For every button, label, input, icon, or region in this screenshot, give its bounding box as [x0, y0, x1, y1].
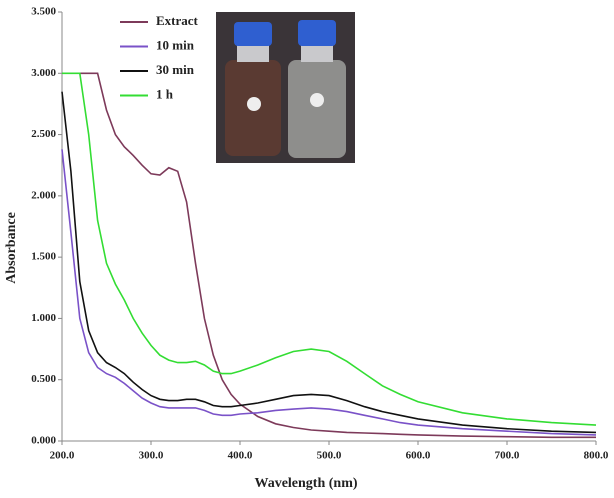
y-tick-label: 3.000 — [31, 67, 56, 79]
x-tick-label: 700.0 — [495, 450, 520, 462]
x-axis-label: Wavelength (nm) — [254, 476, 357, 491]
legend-label: 10 min — [156, 37, 195, 52]
x-tick-label: 500.0 — [317, 450, 342, 462]
y-tick-label: 2.000 — [31, 189, 56, 201]
x-tick-label: 200.0 — [50, 450, 75, 462]
series-line — [61, 91, 597, 434]
y-tick-label: 0.000 — [31, 435, 56, 447]
series-line — [61, 149, 597, 436]
y-tick-label: 1.000 — [31, 312, 56, 324]
y-tick-label: 0.500 — [31, 373, 56, 385]
y-tick-label: 1.500 — [31, 251, 56, 263]
x-tick-label: 600.0 — [406, 450, 431, 462]
legend-label: 30 min — [156, 62, 195, 77]
y-axis-label: Absorbance — [4, 212, 19, 284]
y-tick-label: 3.500 — [31, 6, 56, 18]
series-line — [62, 72, 597, 426]
y-tick-label: 2.500 — [31, 128, 56, 140]
x-tick-label: 300.0 — [139, 450, 164, 462]
inset-photo — [216, 12, 355, 163]
legend-label: Extract — [156, 13, 199, 28]
series-line — [79, 72, 596, 439]
legend-label: 1 h — [156, 86, 174, 101]
x-tick-label: 800.0 — [584, 450, 609, 462]
x-tick-label: 400.0 — [228, 450, 253, 462]
